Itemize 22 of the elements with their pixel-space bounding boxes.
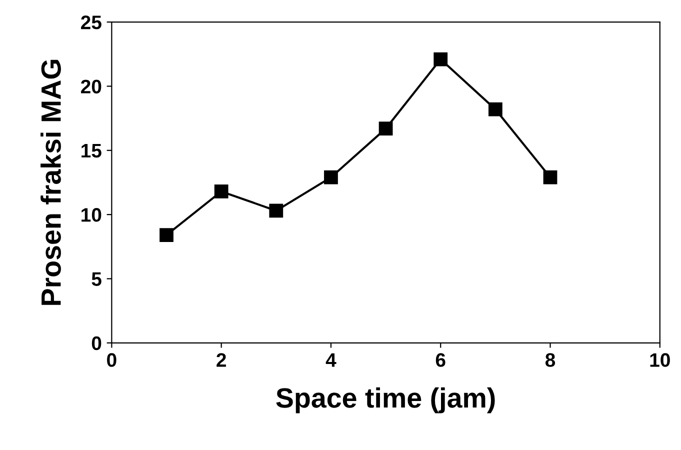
y-tick-label: 20 bbox=[81, 80, 102, 94]
x-tick-label: 10 bbox=[650, 353, 670, 367]
x-tick-label: 6 bbox=[436, 353, 446, 367]
y-tick-label: 15 bbox=[82, 144, 102, 158]
x-tick-label: 2 bbox=[216, 353, 226, 367]
y-tick-label: 5 bbox=[92, 272, 102, 286]
x-tick-label: 0 bbox=[107, 353, 116, 367]
x-axis-title: Space time (jam) bbox=[276, 387, 495, 414]
y-tick-label: 0 bbox=[92, 336, 102, 350]
point bbox=[160, 228, 174, 242]
point bbox=[378, 122, 393, 136]
x-tick-label: 4 bbox=[326, 353, 336, 367]
point bbox=[324, 170, 338, 184]
point bbox=[543, 170, 558, 184]
point bbox=[214, 184, 228, 198]
point bbox=[488, 102, 502, 116]
x-tick-label: 8 bbox=[545, 353, 556, 367]
point bbox=[434, 52, 448, 66]
point bbox=[269, 204, 284, 218]
y-axis-title: Prosen fraksi MAG bbox=[40, 60, 61, 305]
y-tick-label: 25 bbox=[81, 16, 102, 30]
y-tick-label: 10 bbox=[82, 208, 102, 222]
